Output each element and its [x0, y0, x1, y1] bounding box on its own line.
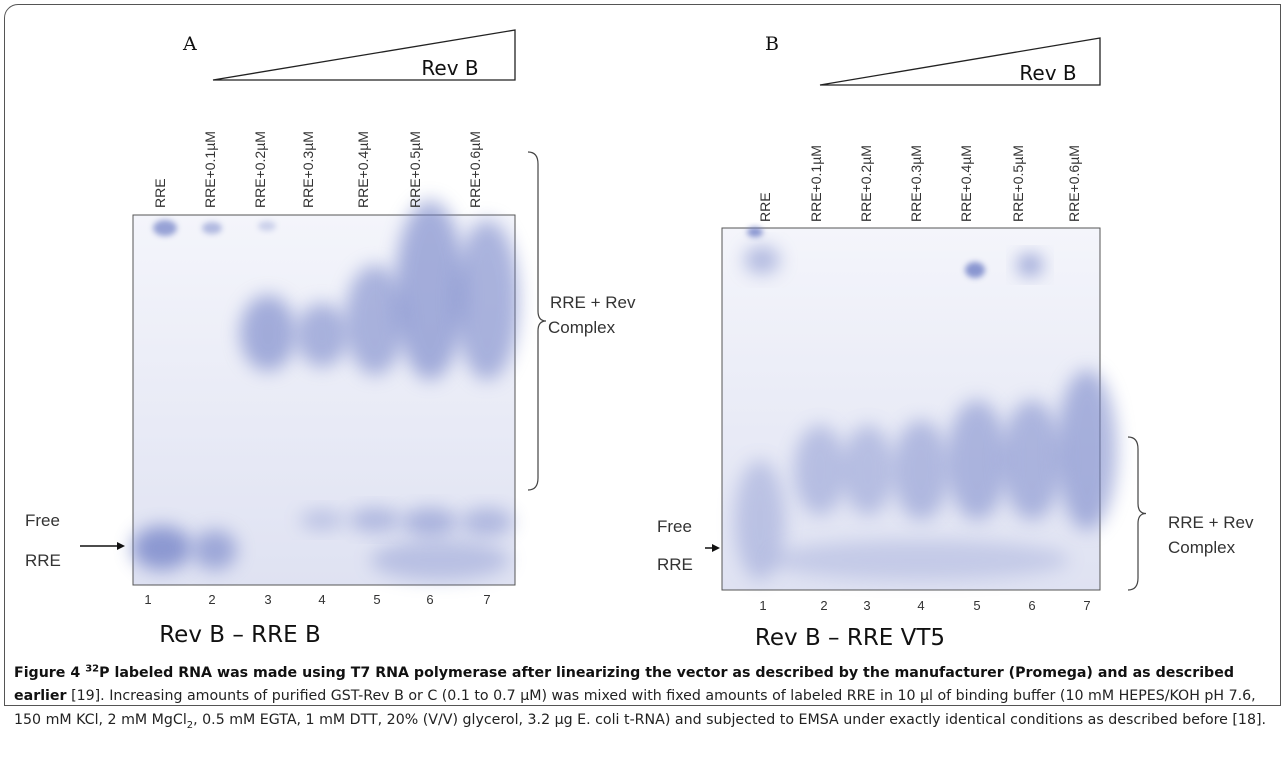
lane-number: 4 — [318, 592, 325, 607]
gel-band — [153, 220, 177, 236]
gel-band — [202, 222, 222, 234]
rre-label: RRE — [657, 555, 693, 574]
gel-band — [395, 200, 465, 380]
gel-band — [193, 530, 237, 570]
panel-letter: A — [182, 33, 197, 55]
gel-band — [744, 246, 780, 274]
rre-label: RRE — [25, 551, 61, 570]
lane-label: RRE+0.2µM — [252, 131, 268, 208]
caption: Figure 4 32P labeled RNA was made using … — [14, 657, 1276, 737]
arrow-head — [117, 542, 125, 550]
complex-label: Complex — [548, 318, 616, 337]
gel-band — [258, 221, 276, 231]
gel-band — [455, 220, 519, 380]
lane-label: RRE+0.4µM — [958, 145, 974, 222]
lane-label: RRE — [152, 178, 168, 208]
lane-label: RRE+0.1µM — [808, 145, 824, 222]
lane-label: RRE+0.2µM — [858, 145, 874, 222]
complex-label: RRE + Rev — [550, 293, 636, 312]
lane-number: 3 — [264, 592, 271, 607]
gel-band — [1018, 255, 1042, 275]
gel-band — [345, 265, 405, 375]
gel-band — [300, 510, 344, 530]
lane-label: RRE+0.6µM — [467, 131, 483, 208]
caption-body: [19]. Increasing amounts of purified GST… — [14, 688, 1256, 728]
lane-number: 6 — [1028, 598, 1035, 613]
panel-title: Rev B – RRE VT5 — [755, 625, 945, 651]
lane-label: RRE — [757, 192, 773, 222]
lane-number: 7 — [483, 592, 490, 607]
figure: Rev B A RRE 1 RRE+0.1µM 2 RRE+0.2µM 3 RRE+0.3µM 4… — [25, 29, 1254, 651]
gel-band — [296, 303, 348, 367]
gel-band — [947, 400, 1007, 520]
lane-number: 1 — [759, 598, 766, 613]
free-label: Free — [657, 517, 692, 536]
lane-number: 3 — [863, 598, 870, 613]
gel-band — [794, 425, 846, 515]
gel-band — [747, 227, 763, 237]
caption-body: , 0.5 mM EGTA, 1 mM DTT, 20% (V/V) glyce… — [193, 711, 1267, 728]
free-label: Free — [25, 511, 60, 530]
lane-label: RRE+0.5µM — [407, 131, 423, 208]
lane-number: 2 — [820, 598, 827, 613]
bracket — [527, 151, 547, 491]
lane-label: RRE+0.3µM — [300, 131, 316, 208]
gel-band — [1057, 370, 1117, 530]
arrow-head — [712, 544, 720, 552]
wedge-label: Rev B — [421, 56, 478, 80]
gel-band — [370, 540, 510, 580]
gel-band — [770, 540, 1070, 580]
wedge — [212, 29, 516, 81]
caption-title: P labeled RNA was made using T7 RNA poly… — [14, 664, 1234, 705]
gel-band — [132, 526, 192, 570]
figure-frame — [4, 4, 1281, 706]
subscript: 2 — [186, 719, 194, 731]
gel-band — [1002, 400, 1062, 520]
bracket — [1127, 436, 1147, 591]
complex-label: Complex — [1168, 538, 1236, 557]
lane-number: 4 — [917, 598, 924, 613]
lane-number: 5 — [373, 592, 380, 607]
gel-band — [735, 460, 785, 580]
gel-band — [461, 508, 513, 536]
isotope: 32 — [85, 663, 100, 674]
complex-label: RRE + Rev — [1168, 513, 1254, 532]
lane-number: 2 — [208, 592, 215, 607]
lane-label: RRE+0.3µM — [908, 145, 924, 222]
lane-number: 6 — [426, 592, 433, 607]
lane-label: RRE+0.1µM — [202, 131, 218, 208]
lane-label: RRE+0.5µM — [1010, 145, 1026, 222]
wedge-label: Rev B — [1019, 61, 1076, 85]
gel-band — [402, 508, 458, 536]
gel-band — [965, 262, 985, 278]
lane-number: 7 — [1083, 598, 1090, 613]
gel-band — [240, 295, 296, 371]
lane-label: RRE+0.6µM — [1066, 145, 1082, 222]
gel-band — [893, 420, 949, 520]
lane-number: 5 — [973, 598, 980, 613]
lane-label: RRE+0.4µM — [355, 131, 371, 208]
wedge — [819, 37, 1101, 86]
panel-letter: B — [765, 33, 779, 55]
lane-number: 1 — [144, 592, 151, 607]
panel-title: Rev B – RRE B — [159, 622, 321, 648]
figure-label: Figure 4 — [14, 664, 81, 681]
gel-band — [842, 425, 894, 515]
gel-band — [349, 508, 401, 532]
